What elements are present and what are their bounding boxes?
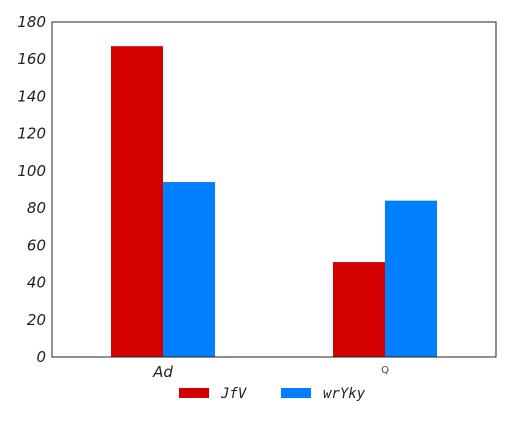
y-tick-label: 100: [17, 162, 46, 180]
x-tick-label: Q: [381, 365, 389, 376]
y-tick-label: 180: [17, 13, 46, 31]
legend-swatch-wrYky: [281, 388, 311, 398]
y-tick-label: 40: [27, 274, 46, 292]
x-axis-ticks: Ad Q: [152, 363, 389, 381]
legend-label-wrYky: wrYky: [323, 386, 366, 402]
y-tick-label: 20: [27, 311, 46, 329]
y-tick-label: 80: [27, 199, 46, 217]
legend: JfV wrYky: [179, 386, 366, 402]
y-tick-label: 140: [17, 87, 46, 105]
bar-JfV-Ad: [111, 46, 163, 357]
x-tick-label: Ad: [152, 363, 173, 381]
bars-group: [111, 46, 437, 357]
bar-JfV-Q: [333, 262, 385, 357]
bar-wrYky-Ad: [163, 182, 215, 357]
legend-swatch-JfV: [179, 388, 209, 398]
plot-frame: [51, 21, 497, 358]
y-axis-ticks: 0 20 40 60 80 100 120 140 160 180: [17, 13, 46, 366]
bar-wrYky-Q: [385, 200, 437, 357]
y-tick-label: 120: [17, 125, 46, 143]
legend-label-JfV: JfV: [220, 386, 248, 402]
y-tick-label: 160: [17, 50, 46, 68]
y-tick-label: 0: [36, 348, 46, 366]
y-tick-label: 60: [27, 236, 46, 254]
